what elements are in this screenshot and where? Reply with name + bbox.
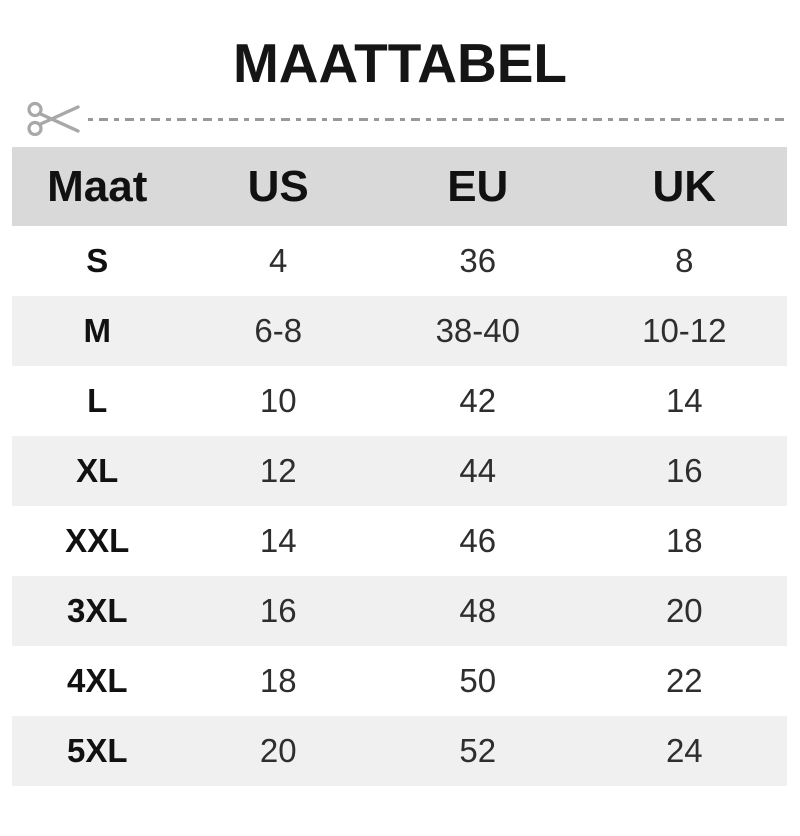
size-value: 6-8	[254, 312, 303, 349]
table-row: 4XL 18 50 22	[12, 646, 787, 716]
size-value: 8	[675, 242, 694, 279]
table-row: 5XL 20 52 24	[12, 716, 787, 786]
table-body: S 4 36 8 M 6-8 38-40 10-12 L 10 42 14 XL 12 44 16 XXL 14 4…	[12, 226, 787, 786]
table-row: 3XL 16 48 20	[12, 576, 787, 646]
size-value: 24	[665, 732, 703, 769]
size-value: 14	[665, 382, 703, 419]
table-row: L 10 42 14	[12, 366, 787, 436]
size-value: 36	[459, 242, 497, 279]
size-chart-page: MAATTABEL Maat US EU UK S 4 36 8 M 6-8 38-40 10…	[0, 36, 800, 836]
size-value: 18	[259, 662, 297, 699]
size-label: L	[87, 382, 108, 419]
size-value: 16	[665, 452, 703, 489]
size-value: 20	[259, 732, 297, 769]
size-label: M	[83, 312, 112, 349]
size-label: XL	[76, 452, 119, 489]
size-label: S	[86, 242, 109, 279]
column-header-us: US	[247, 161, 309, 211]
size-value: 52	[459, 732, 497, 769]
table-row: XL 12 44 16	[12, 436, 787, 506]
size-label: 3XL	[66, 592, 128, 629]
size-value: 16	[259, 592, 297, 629]
size-value: 50	[459, 662, 497, 699]
size-label: XXL	[65, 522, 130, 559]
page-title: MAATTABEL	[232, 32, 567, 94]
size-label: 5XL	[66, 732, 128, 769]
table-header-row: Maat US EU UK	[12, 147, 787, 226]
cut-line	[26, 99, 788, 139]
size-value: 18	[665, 522, 703, 559]
column-header-eu: EU	[447, 161, 509, 211]
size-value: 46	[459, 522, 497, 559]
table-row: M 6-8 38-40 10-12	[12, 296, 787, 366]
size-value: 48	[459, 592, 497, 629]
size-value: 10-12	[642, 312, 727, 349]
dashed-cut-line	[88, 117, 788, 121]
size-value: 4	[269, 242, 288, 279]
size-value: 42	[459, 382, 497, 419]
size-value: 44	[459, 452, 497, 489]
size-value: 12	[259, 452, 297, 489]
size-value: 20	[665, 592, 703, 629]
column-header-uk: UK	[652, 161, 717, 211]
column-header-maat: Maat	[47, 161, 148, 211]
scissors-icon	[27, 101, 80, 137]
table-row: XXL 14 46 18	[12, 506, 787, 576]
size-value: 22	[665, 662, 703, 699]
size-value: 38-40	[435, 312, 520, 349]
size-table: Maat US EU UK S 4 36 8 M 6-8 38-40 10-12 L 10 42 14…	[12, 147, 787, 786]
size-value: 10	[259, 382, 297, 419]
table-row: S 4 36 8	[12, 226, 787, 296]
size-label: 4XL	[66, 662, 128, 699]
size-value: 14	[259, 522, 297, 559]
